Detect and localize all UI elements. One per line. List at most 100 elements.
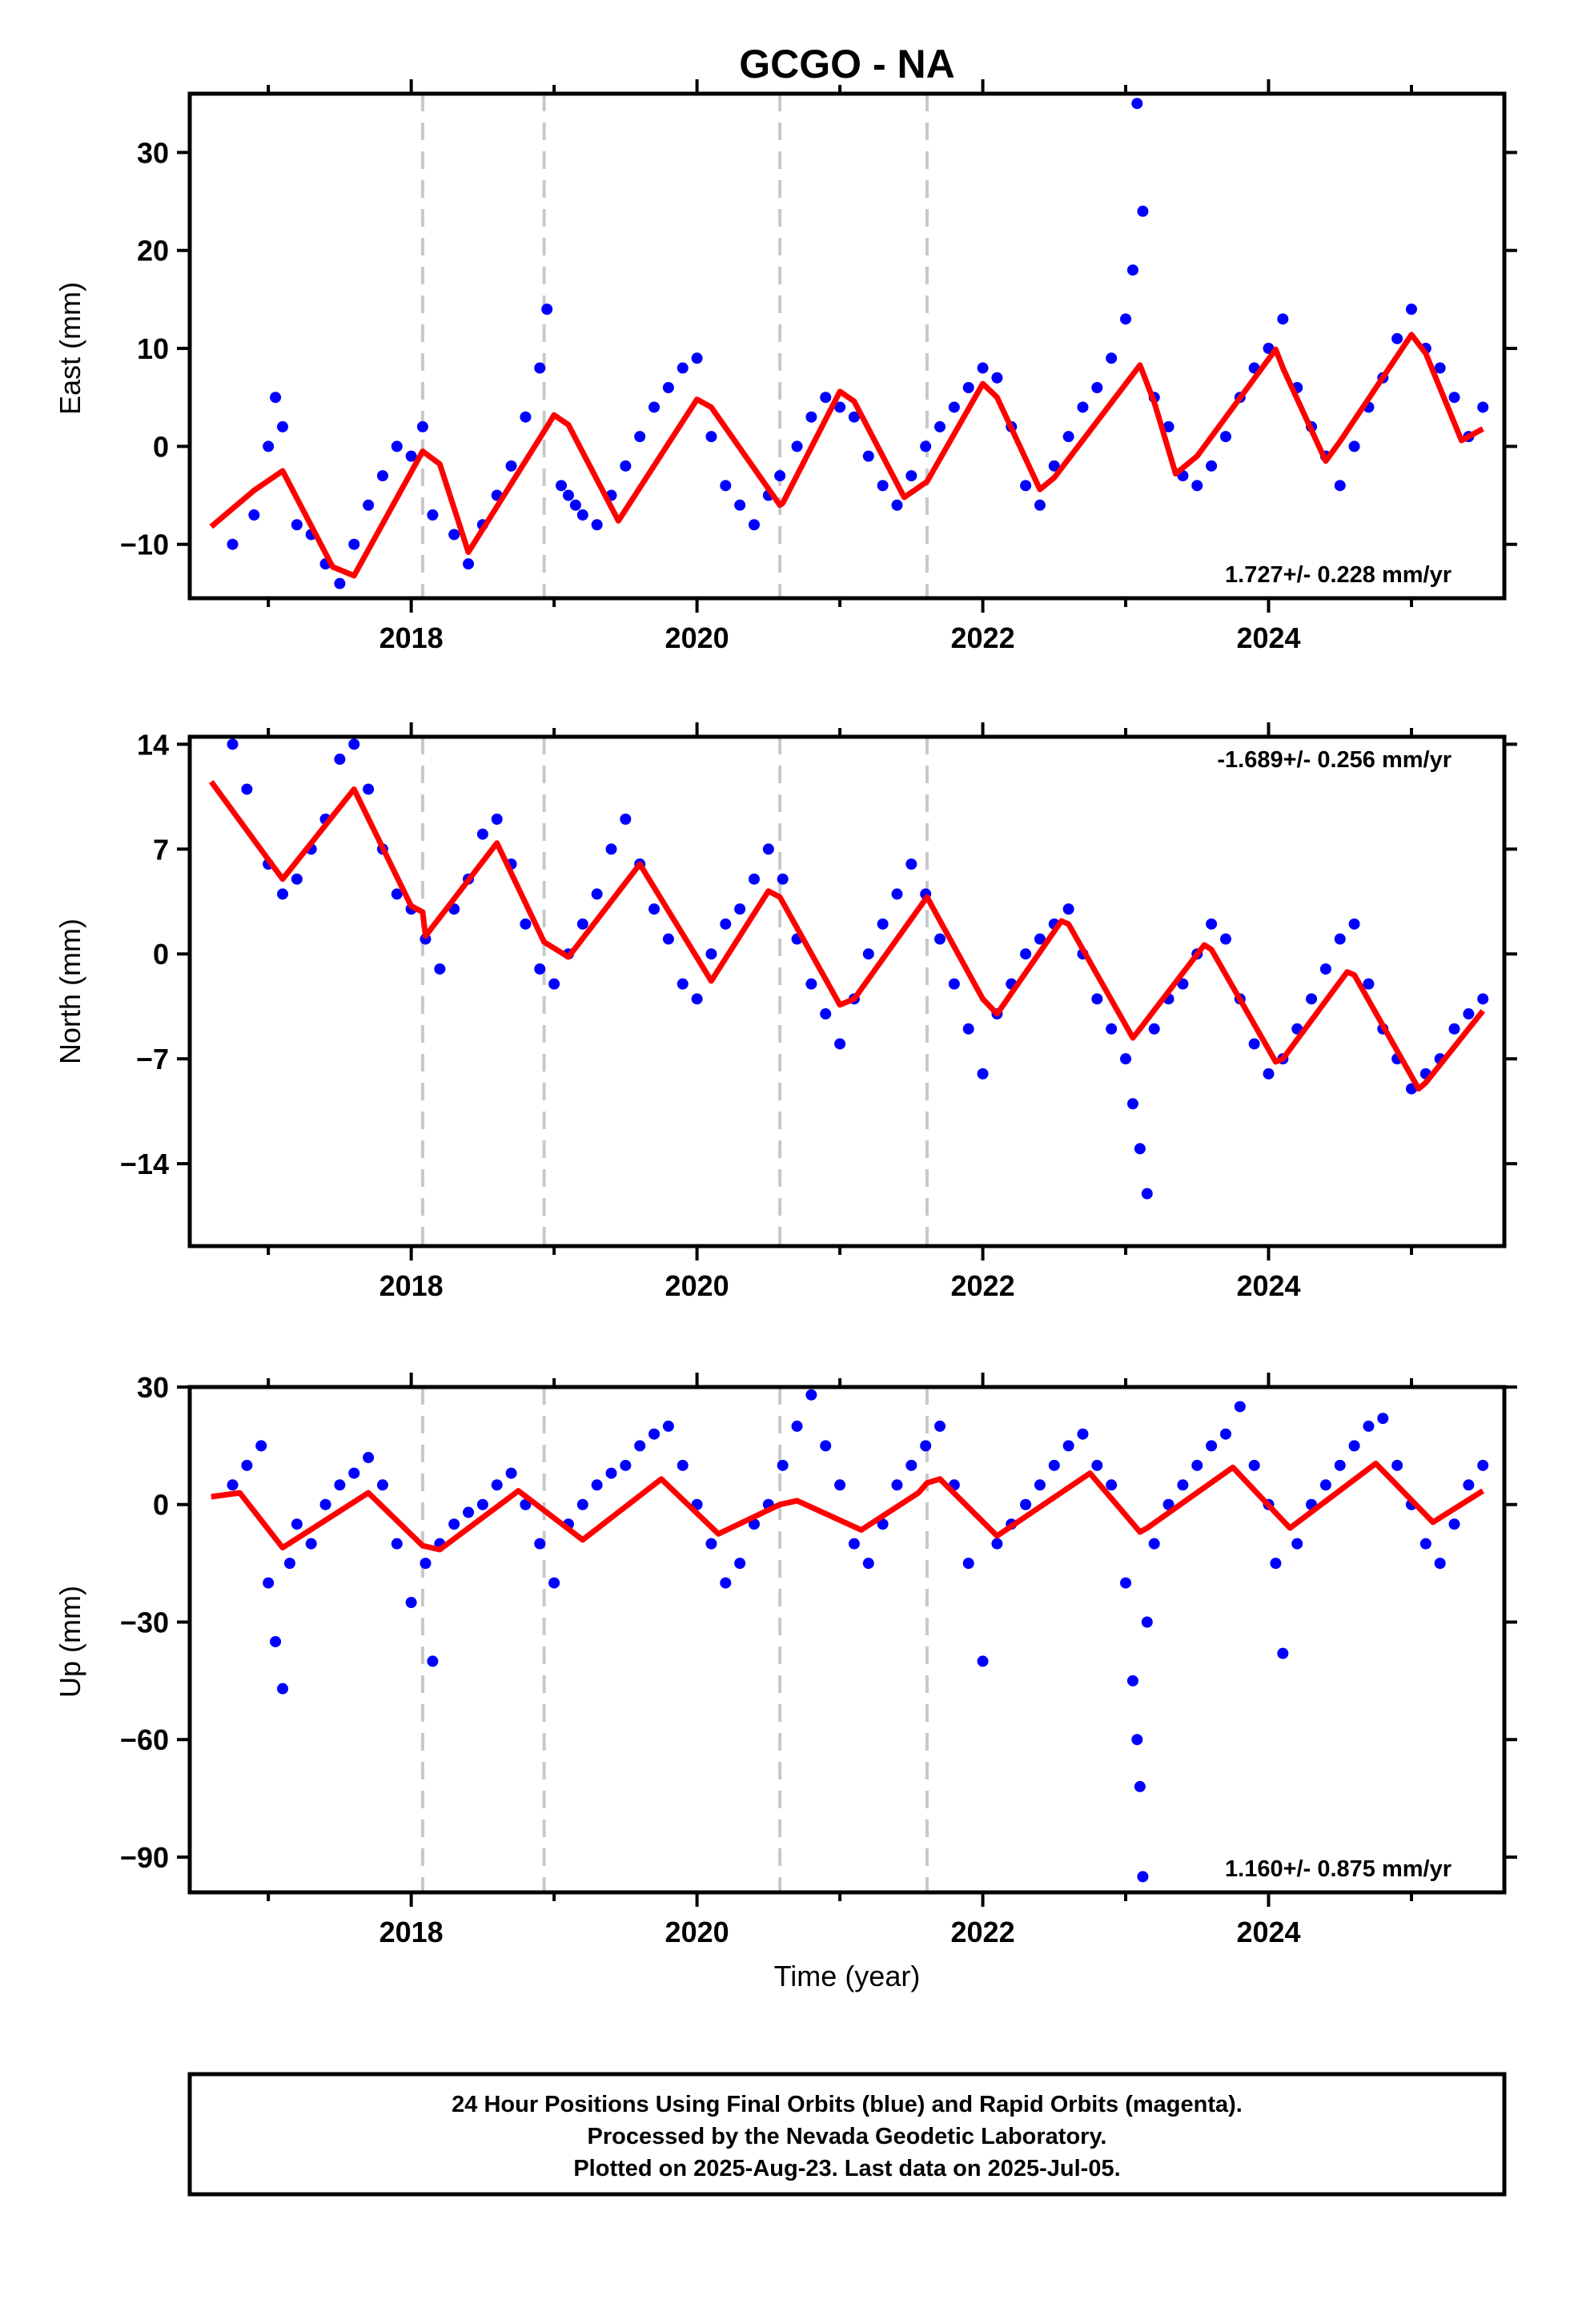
east-data-point bbox=[270, 392, 282, 404]
north-data-point bbox=[591, 888, 603, 900]
east-data-point bbox=[334, 577, 346, 589]
up-data-point bbox=[991, 1538, 1003, 1550]
up-ytick-label: −90 bbox=[120, 1841, 169, 1874]
up-xtick-label: 2018 bbox=[379, 1916, 444, 1948]
up-data-point bbox=[962, 1558, 974, 1570]
north-data-point bbox=[334, 754, 346, 766]
north-xtick-label: 2018 bbox=[379, 1269, 444, 1302]
up-data-point bbox=[1134, 1780, 1146, 1792]
up-data-point bbox=[548, 1577, 560, 1589]
north-data-point bbox=[1477, 993, 1489, 1005]
up-data-point bbox=[227, 1479, 239, 1491]
east-data-point bbox=[391, 440, 403, 452]
east-data-point bbox=[705, 431, 717, 443]
up-data-point bbox=[1148, 1538, 1160, 1550]
east-xtick-label: 2018 bbox=[379, 621, 444, 654]
east-data-point bbox=[1191, 480, 1203, 492]
east-data-point bbox=[505, 460, 517, 472]
up-model-fit-line bbox=[211, 1460, 1485, 1553]
east-data-point bbox=[1477, 401, 1489, 413]
footer-box: 24 Hour Positions Using Final Orbits (bl… bbox=[187, 2072, 1507, 2197]
up-data-point bbox=[1191, 1459, 1203, 1471]
up-data-point bbox=[1020, 1498, 1032, 1510]
up-data-point bbox=[420, 1558, 432, 1570]
north-data-point bbox=[962, 1023, 974, 1035]
up-data-point bbox=[476, 1498, 488, 1510]
north-data-point bbox=[648, 903, 661, 915]
north-model-fit-line bbox=[208, 780, 1485, 1092]
north-data-point bbox=[1106, 1023, 1118, 1035]
east-data-point bbox=[1405, 304, 1417, 316]
east-data-point bbox=[1048, 460, 1060, 472]
up-data-point bbox=[1477, 1459, 1489, 1471]
up-ytick-label: 0 bbox=[153, 1489, 169, 1522]
north-data-point bbox=[576, 918, 588, 930]
east-data-point bbox=[227, 538, 239, 550]
up-data-point bbox=[319, 1498, 331, 1510]
up-data-point bbox=[648, 1428, 661, 1440]
up-data-point bbox=[705, 1538, 717, 1550]
north-data-point bbox=[1134, 1143, 1146, 1155]
north-ytick-label: 7 bbox=[153, 833, 169, 866]
up-ytick-label: −60 bbox=[120, 1723, 169, 1756]
east-data-point bbox=[1219, 431, 1231, 443]
up-data-point bbox=[1434, 1558, 1446, 1570]
east-data-point bbox=[748, 519, 760, 531]
east-data-point bbox=[448, 529, 460, 541]
up-data-point bbox=[620, 1459, 632, 1471]
up-data-point bbox=[1091, 1459, 1103, 1471]
north-data-point bbox=[348, 738, 360, 750]
east-data-point bbox=[576, 509, 588, 521]
north-data-point bbox=[1363, 978, 1375, 990]
east-data-point bbox=[405, 450, 417, 462]
east-xtick-label: 2022 bbox=[951, 621, 1015, 654]
up-data-point bbox=[720, 1577, 732, 1589]
north-data-point bbox=[277, 888, 289, 900]
up-data-point bbox=[848, 1538, 860, 1550]
up-plot-area: −90 −60 −30 0 30 2018 2020 2022 2024 bbox=[120, 1371, 1517, 1948]
figure-title: GCGO - NA bbox=[739, 42, 954, 86]
up-data-point bbox=[791, 1420, 803, 1432]
up-data-point bbox=[1062, 1440, 1074, 1452]
up-data-point bbox=[348, 1467, 360, 1479]
up-data-point bbox=[1463, 1479, 1475, 1491]
east-data-point bbox=[1391, 332, 1403, 344]
north-xtick-label: 2020 bbox=[665, 1269, 729, 1302]
north-data-point bbox=[1306, 993, 1318, 1005]
east-data-point bbox=[1120, 313, 1132, 325]
up-data-point bbox=[463, 1506, 475, 1518]
east-data-point bbox=[862, 450, 874, 462]
north-data-point bbox=[476, 828, 488, 840]
north-data-point bbox=[605, 843, 617, 855]
north-data-point bbox=[677, 978, 689, 990]
east-data-point bbox=[1091, 381, 1103, 393]
east-model-fit-line bbox=[209, 332, 1484, 579]
east-data-point bbox=[648, 401, 661, 413]
east-data-point bbox=[376, 470, 388, 482]
up-data-point bbox=[1391, 1459, 1403, 1471]
east-data-point bbox=[569, 499, 581, 511]
up-data-point bbox=[1120, 1577, 1132, 1589]
north-data-point bbox=[227, 738, 239, 750]
up-data-point bbox=[1131, 1734, 1143, 1746]
up-data-point bbox=[376, 1479, 388, 1491]
up-data-point bbox=[1162, 1498, 1174, 1510]
east-data-point bbox=[934, 420, 946, 432]
north-ytick-label: 0 bbox=[153, 938, 169, 971]
east-data-point bbox=[562, 489, 574, 501]
north-data-point bbox=[1141, 1188, 1153, 1200]
east-data-point bbox=[734, 499, 746, 511]
up-data-point bbox=[305, 1538, 317, 1550]
north-data-point bbox=[720, 918, 732, 930]
north-data-point bbox=[1334, 933, 1346, 945]
east-xtick-label: 2024 bbox=[1236, 621, 1300, 654]
north-rate-annotation: -1.689+/- 0.256 mm/yr bbox=[1217, 747, 1452, 773]
east-data-point bbox=[520, 411, 532, 423]
north-data-point bbox=[762, 843, 774, 855]
footer-line-orbits: 24 Hour Positions Using Final Orbits (bl… bbox=[452, 2092, 1243, 2117]
east-data-point bbox=[774, 470, 786, 482]
north-data-point bbox=[534, 963, 546, 975]
up-data-point bbox=[1363, 1420, 1375, 1432]
